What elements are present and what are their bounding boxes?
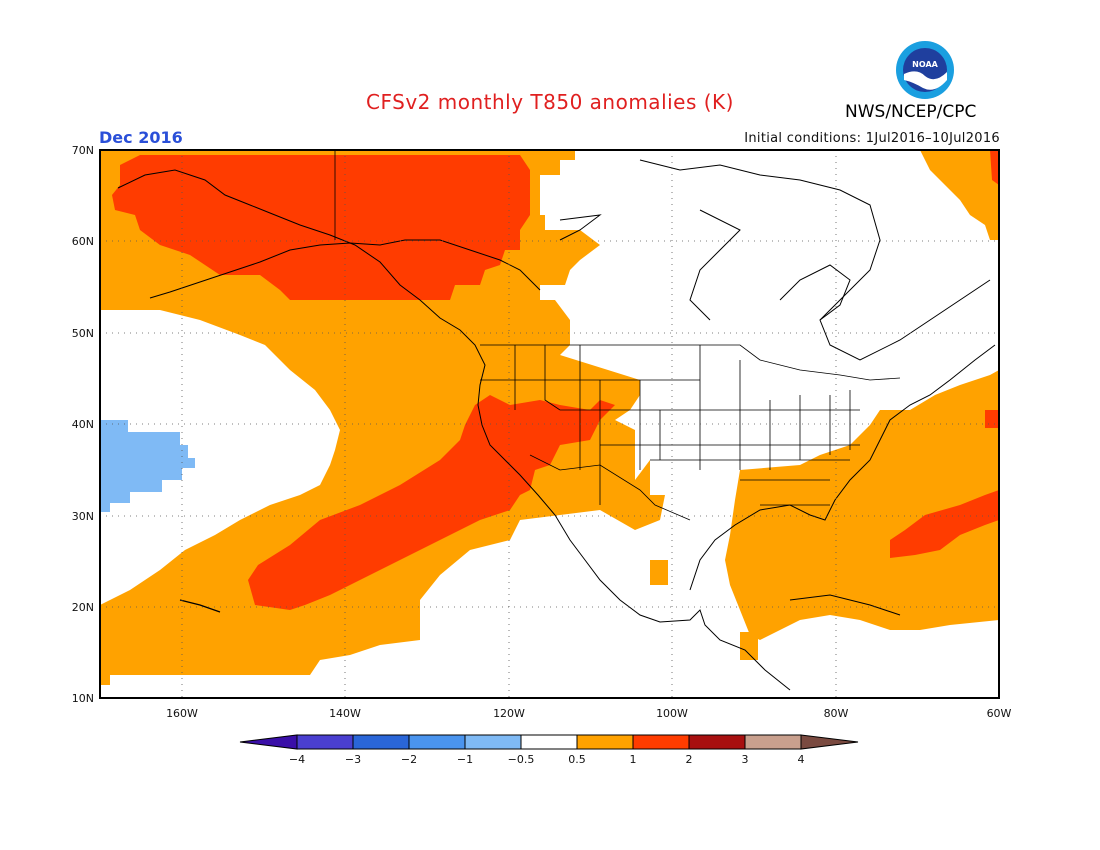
longitude-labels: 160W 140W 120W 100W 80W 60W [166,707,1011,720]
colorbar-segment [464,734,522,750]
colorbar-segment [688,734,746,750]
graticule [100,150,999,698]
latitude-labels: 70N 60N 50N 40N 30N 20N 10N [72,144,94,705]
colorbar-tick-label: 2 [686,753,693,766]
colorbar-segment [800,734,859,750]
lat-label: 50N [72,327,94,340]
anomaly-region-orange-atlantic [725,370,999,640]
colorbar-tick-label: −2 [401,753,417,766]
anomaly-region-red-alaska [112,155,530,300]
map-title: CFSv2 monthly T850 anomalies (K) [366,90,734,114]
lat-label: 40N [72,418,94,431]
map-frame [99,149,1000,699]
lon-label: 140W [329,707,361,720]
colorbar-segment [520,734,578,750]
political-borders [334,150,901,521]
lat-label: 10N [72,692,94,705]
colorbar-tick-label: 4 [798,753,805,766]
noaa-logo: NOAA [896,41,954,99]
anomaly-patch-central-america [740,632,758,660]
colorbar-segment [576,734,634,750]
lat-label: 20N [72,601,94,614]
initial-conditions-label: Initial conditions: 1Jul2016–10Jul2016 [744,131,1000,146]
anomaly-region-red-southwest [248,395,615,610]
colorbar-segment [408,734,466,750]
lon-label: 160W [166,707,198,720]
lon-label: 60W [987,707,1012,720]
colorbar-tick-label: 3 [742,753,749,766]
anomaly-patch-mexico [650,560,668,585]
anomaly-region-neutral-pacific [100,310,340,605]
colorbar-tick-label: −3 [345,753,361,766]
colorbar-tick-label: −1 [457,753,473,766]
colorbar: −4 −3 −2 −1 −0.5 0.5 1 2 3 4 [239,734,859,766]
colorbar-tick-label: −0.5 [508,753,535,766]
agency-label: NWS/NCEP/CPC [845,102,977,122]
anomaly-region-blue [100,420,195,512]
lon-label: 120W [493,707,525,720]
anomaly-region-red-atlantic [890,490,999,558]
noaa-logo-text: NOAA [912,60,938,69]
valid-month-label: Dec 2016 [99,128,183,147]
lon-label: 80W [824,707,849,720]
anomaly-region-red-east [985,410,999,428]
colorbar-tick-label: 1 [630,753,637,766]
anomaly-region-orange-pacific [100,150,665,685]
lat-label: 70N [72,144,94,157]
lat-label: 30N [72,510,94,523]
anomaly-region-orange-greenland [920,150,999,240]
colorbar-segment [296,734,354,750]
lon-label: 100W [656,707,688,720]
colorbar-tick-label: 0.5 [568,753,586,766]
colorbar-segment [352,734,410,750]
lat-label: 60N [72,235,94,248]
noaa-bird-icon [904,71,947,90]
colorbar-segment [239,734,298,750]
colorbar-tick-label: −4 [289,753,305,766]
anomaly-field [100,150,999,698]
anomaly-region-red-greenland [990,150,999,185]
colorbar-segment [744,734,802,750]
colorbar-segment [632,734,690,750]
